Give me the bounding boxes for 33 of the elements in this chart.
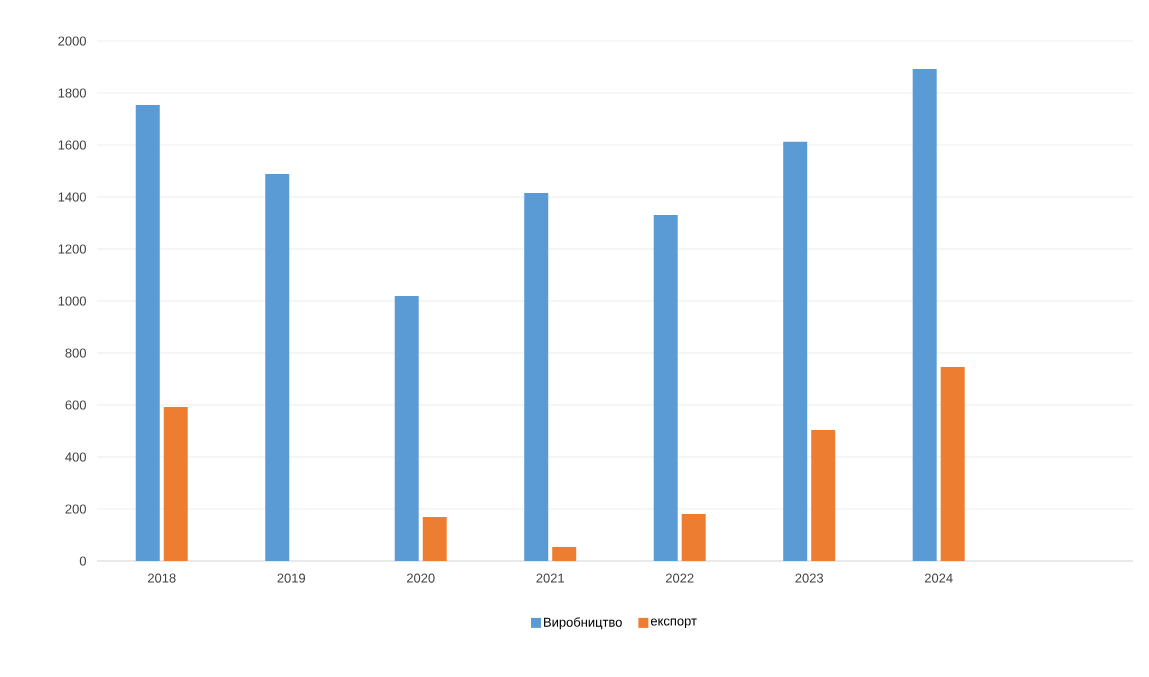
bar [811, 429, 836, 561]
bar [163, 407, 188, 561]
x-tick-label: 2024 [924, 573, 953, 583]
bar [912, 69, 937, 561]
x-tick-label: 2021 [536, 573, 564, 583]
bar [265, 174, 290, 561]
y-tick-label: 400 [65, 452, 86, 462]
legend-label: експорт [650, 618, 697, 629]
y-tick-label: 600 [65, 400, 86, 410]
y-tick-label: 1800 [58, 88, 86, 98]
bar [394, 296, 419, 561]
y-tick-label: 200 [65, 504, 86, 514]
bar [783, 141, 808, 561]
y-tick-label: 2000 [58, 36, 86, 46]
x-tick-label: 2018 [148, 573, 176, 583]
bar [422, 517, 447, 561]
bar [524, 193, 549, 561]
x-tick-label: 2020 [406, 573, 435, 583]
y-tick-label: 1200 [58, 244, 86, 254]
y-tick-label: 0 [79, 556, 86, 566]
x-tick-label: 2023 [795, 573, 824, 583]
y-tick-label: 1600 [58, 140, 86, 150]
bar [940, 367, 965, 561]
bar [135, 104, 160, 561]
y-tick-label: 800 [65, 348, 86, 358]
x-tick-label: 2022 [665, 573, 694, 583]
x-tick-label: 2019 [277, 573, 306, 583]
bar [653, 214, 678, 561]
y-tick-label: 1400 [58, 192, 86, 202]
bar [552, 546, 577, 561]
bar [681, 513, 706, 561]
legend-label: Виробництво [544, 617, 622, 630]
y-tick-label: 1000 [58, 296, 86, 306]
